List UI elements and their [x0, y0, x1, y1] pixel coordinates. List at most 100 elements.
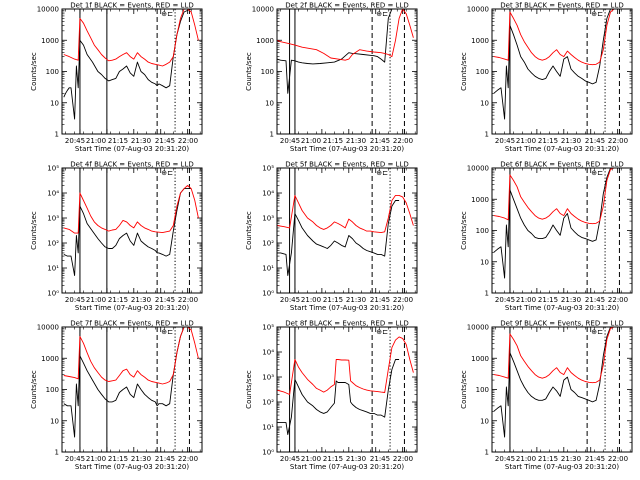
x-tick-label: 21:30: [561, 455, 581, 463]
y-tick-label: 10: [480, 99, 489, 107]
chart-panel-1: Det 1f BLACK = Events, RED = LLD Counts/s…: [30, 2, 203, 153]
x-tick-label: 20:45: [280, 455, 300, 463]
y-tick-label: 10000: [467, 165, 489, 173]
x-tick-label: 20:45: [65, 455, 85, 463]
chart-title: Det 4f BLACK = Events, RED = LLD: [70, 161, 193, 169]
y-axis-label: Counts/sec: [30, 52, 38, 91]
y-tick-label: 100: [476, 227, 489, 235]
x-axis-label: Start Time (07-Aug-03 20:31:20): [290, 145, 404, 153]
x-tick-label: 21:30: [131, 137, 151, 145]
y-axis-label: Counts/sec: [245, 211, 253, 250]
chart-panel-2: Det 2f BLACK = Events, RED = LLD Counts/s…: [245, 2, 418, 153]
marker-glyph: ⊕⊏: [591, 328, 603, 336]
y-tick-label: 10000: [37, 6, 59, 14]
chart-title: Det 7f BLACK = Events, RED = LLD: [70, 320, 193, 328]
y-tick-label: 10⁰: [262, 290, 274, 298]
x-tick-label: 21:45: [370, 296, 390, 304]
x-tick-label: 22:00: [178, 137, 198, 145]
plot-frame: [61, 326, 203, 453]
x-tick-label: 21:15: [323, 296, 343, 304]
y-tick-label: 10: [265, 99, 274, 107]
series-line-lld: [493, 9, 622, 66]
x-axis-label: Start Time (07-Aug-03 20:31:20): [505, 463, 619, 471]
x-tick-label: 21:00: [86, 137, 106, 145]
marker-glyph: ⊕⊏: [161, 10, 173, 18]
x-tick-label: 20:45: [65, 137, 85, 145]
plot-area: [493, 9, 622, 120]
y-tick-label: 1: [485, 131, 489, 139]
x-tick-label: 21:00: [516, 455, 536, 463]
y-tick-label: 1000: [471, 37, 489, 45]
y-tick-label: 1000: [41, 37, 59, 45]
y-tick-label: 10000: [37, 324, 59, 332]
x-tick-label: 22:00: [178, 296, 198, 304]
plot-frame: [61, 167, 203, 294]
y-axis-label: Counts/sec: [245, 52, 253, 91]
y-tick-label: 10³: [262, 215, 274, 223]
y-tick-label: 10²: [262, 240, 274, 248]
x-tick-label: 21:15: [108, 455, 128, 463]
y-tick-label: 10000: [467, 324, 489, 332]
chart-panel-9: Det 9f BLACK = Events, RED = LLD Counts/s…: [460, 320, 633, 471]
series-line-events: [493, 168, 618, 279]
y-tick-label: 1000: [41, 355, 59, 363]
x-tick-label: 21:15: [323, 455, 343, 463]
y-tick-label: 100: [476, 68, 489, 76]
y-tick-label: 10⁵: [47, 165, 59, 173]
x-tick-label: 21:15: [108, 137, 128, 145]
x-tick-label: 21:00: [516, 296, 536, 304]
series-line-lld: [63, 185, 199, 234]
y-tick-label: 1: [485, 449, 489, 457]
x-tick-label: 21:15: [108, 296, 128, 304]
plot-area: [493, 168, 618, 279]
series-line-lld: [493, 168, 618, 225]
y-tick-label: 10²: [262, 399, 274, 407]
y-tick-label: 10³: [47, 215, 59, 223]
y-axis-label: Counts/sec: [460, 52, 468, 91]
y-tick-label: 100: [261, 68, 274, 76]
y-tick-label: 10000: [467, 6, 489, 14]
y-tick-label: 10000: [252, 6, 274, 14]
y-tick-label: 1000: [471, 355, 489, 363]
y-tick-label: 1: [485, 290, 489, 298]
x-tick-label: 20:45: [495, 137, 515, 145]
y-axis-label: Counts/sec: [460, 211, 468, 250]
chart-title: Det 3f BLACK = Events, RED = LLD: [500, 2, 623, 10]
x-tick-label: 22:00: [393, 455, 413, 463]
y-tick-label: 1000: [256, 37, 274, 45]
x-axis-label: Start Time (07-Aug-03 20:31:20): [290, 304, 404, 312]
chart-panel-6: Det 6f BLACK = Events, RED = LLD Counts/s…: [460, 161, 633, 312]
x-tick-label: 20:45: [65, 296, 85, 304]
x-tick-label: 21:45: [370, 137, 390, 145]
plot-frame: [276, 326, 418, 453]
marker-glyph: ⊕⊏: [161, 169, 173, 177]
series-line-lld: [63, 9, 199, 67]
y-tick-label: 10¹: [262, 265, 274, 273]
x-tick-label: 22:00: [393, 137, 413, 145]
x-axis-label: Start Time (07-Aug-03 20:31:20): [505, 145, 619, 153]
x-tick-label: 21:45: [585, 455, 605, 463]
plot-frame: [61, 8, 203, 135]
x-tick-label: 21:15: [538, 455, 558, 463]
y-tick-label: 100: [46, 68, 59, 76]
y-tick-label: 10: [480, 258, 489, 266]
x-tick-label: 22:00: [608, 137, 628, 145]
x-tick-label: 21:30: [346, 455, 366, 463]
plot-area: [277, 9, 414, 94]
chart-panel-7: Det 7f BLACK = Events, RED = LLD Counts/s…: [30, 320, 203, 471]
y-tick-label: 10⁵: [262, 324, 274, 332]
x-tick-label: 21:00: [86, 455, 106, 463]
marker-glyph: ⊕⊏: [376, 169, 388, 177]
marker-glyph: ⊕⊏: [161, 328, 173, 336]
y-tick-label: 10¹: [262, 424, 274, 432]
x-tick-label: 21:45: [155, 455, 175, 463]
plot-frame: [491, 167, 633, 294]
series-line-lld: [277, 336, 414, 395]
y-tick-label: 1: [270, 131, 274, 139]
x-tick-label: 22:00: [608, 296, 628, 304]
y-axis-label: Counts/sec: [30, 211, 38, 250]
x-tick-label: 21:30: [346, 296, 366, 304]
chart-panel-3: Det 3f BLACK = Events, RED = LLD Counts/s…: [460, 2, 633, 153]
y-tick-label: 10⁴: [47, 190, 59, 198]
plot-area: [63, 327, 199, 438]
